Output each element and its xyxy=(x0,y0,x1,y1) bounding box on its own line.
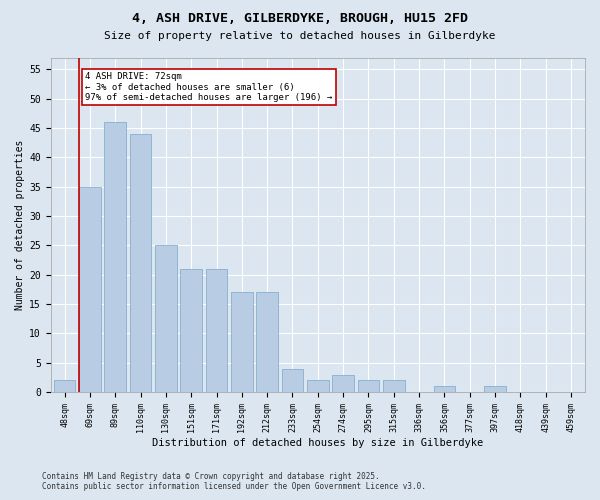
Bar xyxy=(358,380,379,392)
Bar xyxy=(54,380,76,392)
Text: 4, ASH DRIVE, GILBERDYKE, BROUGH, HU15 2FD: 4, ASH DRIVE, GILBERDYKE, BROUGH, HU15 2… xyxy=(132,12,468,26)
Bar xyxy=(332,374,354,392)
Bar xyxy=(79,186,101,392)
Bar xyxy=(155,246,176,392)
Bar xyxy=(434,386,455,392)
Bar xyxy=(104,122,126,392)
Text: Contains HM Land Registry data © Crown copyright and database right 2025.
Contai: Contains HM Land Registry data © Crown c… xyxy=(42,472,426,491)
X-axis label: Distribution of detached houses by size in Gilberdyke: Distribution of detached houses by size … xyxy=(152,438,484,448)
Text: Size of property relative to detached houses in Gilberdyke: Size of property relative to detached ho… xyxy=(104,31,496,41)
Bar xyxy=(256,292,278,392)
Y-axis label: Number of detached properties: Number of detached properties xyxy=(15,140,25,310)
Bar xyxy=(307,380,329,392)
Bar xyxy=(181,269,202,392)
Text: 4 ASH DRIVE: 72sqm
← 3% of detached houses are smaller (6)
97% of semi-detached : 4 ASH DRIVE: 72sqm ← 3% of detached hous… xyxy=(85,72,332,102)
Bar xyxy=(484,386,506,392)
Bar xyxy=(206,269,227,392)
Bar xyxy=(231,292,253,392)
Bar xyxy=(130,134,151,392)
Bar xyxy=(383,380,404,392)
Bar xyxy=(282,368,303,392)
